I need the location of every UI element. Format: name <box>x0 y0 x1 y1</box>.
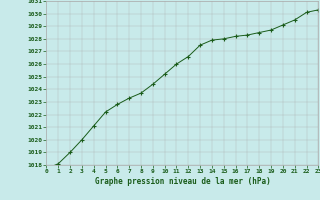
X-axis label: Graphe pression niveau de la mer (hPa): Graphe pression niveau de la mer (hPa) <box>94 177 270 186</box>
